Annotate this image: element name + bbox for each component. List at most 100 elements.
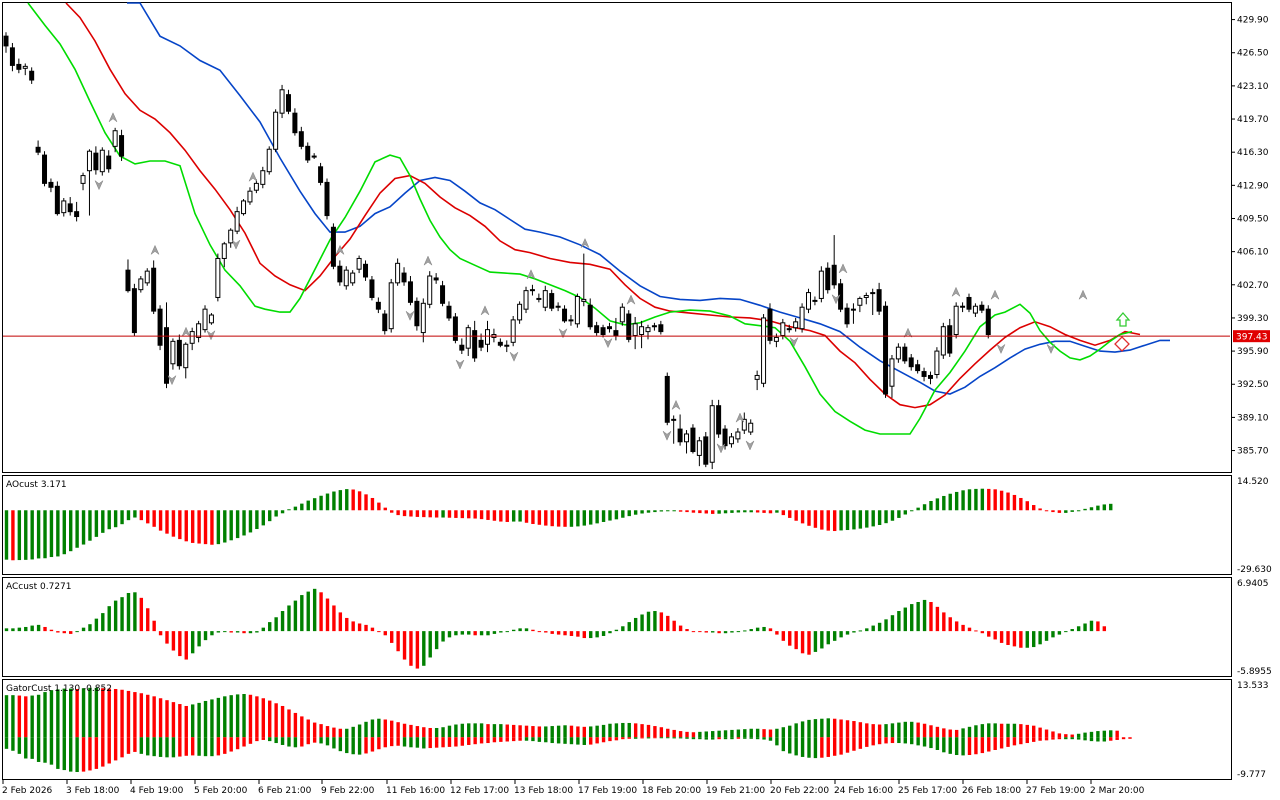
histogram-bar bbox=[820, 510, 824, 530]
gator-upper-bar bbox=[11, 695, 15, 738]
histogram-bar bbox=[678, 625, 683, 632]
candle-bear bbox=[131, 288, 137, 334]
gator-upper-bar bbox=[1025, 724, 1029, 738]
gator-upper-bar bbox=[935, 726, 940, 738]
histogram-bar bbox=[248, 510, 253, 533]
histogram-bar bbox=[467, 510, 471, 519]
candle-bull bbox=[761, 317, 767, 384]
histogram-bar bbox=[903, 607, 907, 632]
ac-tick-min: -5.8955 bbox=[1237, 667, 1272, 677]
histogram-bar bbox=[434, 631, 439, 650]
gator-lower-bar bbox=[755, 737, 760, 740]
gator-lower-bar bbox=[1057, 737, 1062, 740]
histogram-bar bbox=[274, 617, 278, 632]
histogram-bar bbox=[312, 498, 317, 511]
candle-bear bbox=[67, 203, 73, 213]
histogram-bar bbox=[319, 592, 323, 632]
histogram-bar bbox=[839, 510, 843, 531]
histogram-bar bbox=[229, 510, 233, 541]
candlestick-series[interactable] bbox=[3, 32, 991, 470]
histogram-bar bbox=[1096, 621, 1100, 632]
gator-upper-bar bbox=[280, 705, 285, 738]
histogram-bar bbox=[242, 631, 246, 634]
gator-upper-bar bbox=[36, 694, 41, 738]
gator-upper-bar bbox=[152, 696, 156, 738]
histogram-bar bbox=[987, 488, 991, 511]
histogram-bar bbox=[1038, 508, 1042, 511]
histogram-bar bbox=[813, 510, 818, 528]
gator-lower-bar bbox=[807, 737, 811, 758]
gator-lower-bar bbox=[659, 737, 664, 739]
histogram-bar bbox=[820, 631, 824, 649]
gator-lower-bar bbox=[402, 737, 407, 747]
histogram-bar bbox=[922, 504, 927, 511]
gator-upper-bar bbox=[980, 724, 985, 738]
histogram-bar bbox=[974, 488, 978, 511]
candle-bull bbox=[208, 314, 214, 324]
gator-lower-bar bbox=[306, 737, 310, 745]
histogram-bar bbox=[242, 510, 246, 536]
histogram-bar bbox=[505, 510, 509, 522]
gator-lower-bar bbox=[210, 737, 214, 757]
ac-histogram bbox=[4, 588, 1107, 669]
gator-upper-bar bbox=[717, 730, 721, 738]
candle-bull bbox=[427, 275, 433, 305]
gator-upper-bar bbox=[1038, 727, 1042, 738]
histogram-bar bbox=[633, 617, 638, 632]
gator-lower-bar bbox=[197, 737, 201, 756]
gator-upper-bar bbox=[107, 688, 111, 738]
candle-bull bbox=[112, 130, 118, 147]
gator-upper-bar bbox=[601, 724, 606, 738]
fractal-up-marker bbox=[150, 244, 160, 256]
gator-lower-bar bbox=[75, 737, 79, 772]
gator-lower-bar bbox=[582, 737, 586, 745]
candle-bear bbox=[985, 308, 991, 336]
candle-bear bbox=[363, 263, 369, 278]
candle-bull bbox=[671, 418, 677, 421]
candle-bull bbox=[953, 305, 959, 336]
gator-lower-bar bbox=[537, 737, 542, 742]
gator-lower-bar bbox=[396, 737, 400, 746]
gator-lower-bar bbox=[415, 737, 420, 748]
gator-upper-bar bbox=[794, 723, 798, 738]
gator-lower-bar bbox=[954, 737, 959, 756]
gator-upper-bar bbox=[743, 729, 747, 738]
histogram-bar bbox=[518, 628, 522, 632]
gator-lower-bar bbox=[678, 737, 683, 739]
gator-lower-bar bbox=[711, 737, 715, 740]
price-tick-label: 429.90 bbox=[1237, 16, 1269, 26]
histogram-bar bbox=[704, 631, 708, 633]
gator-lower-bar bbox=[922, 737, 927, 747]
gator-lower-bar bbox=[1025, 737, 1029, 744]
candle-bull bbox=[234, 211, 240, 232]
gator-lower-bar bbox=[993, 737, 997, 750]
histogram-bar bbox=[1006, 631, 1010, 645]
histogram-bar bbox=[865, 510, 869, 528]
histogram-bar bbox=[646, 611, 651, 632]
histogram-bar bbox=[268, 622, 272, 632]
gator-lower-bar bbox=[1012, 737, 1017, 746]
gator-upper-bar bbox=[1064, 734, 1068, 738]
gator-upper-bar bbox=[1115, 730, 1119, 738]
fractal-down-marker bbox=[206, 329, 216, 341]
gator-lower-bar bbox=[146, 737, 150, 756]
gator-lower-bar bbox=[338, 737, 343, 752]
candle-bear bbox=[472, 330, 478, 359]
histogram-bar bbox=[531, 510, 535, 524]
gator-upper-bar bbox=[820, 718, 824, 738]
gator-tick-max: 13.533 bbox=[1237, 681, 1269, 691]
histogram-bar bbox=[582, 510, 586, 526]
histogram-bar bbox=[897, 510, 901, 518]
gator-upper-bar bbox=[813, 719, 818, 738]
fractal-down-marker bbox=[405, 310, 415, 321]
gator-panel-title: GatorCust 1.130 -0.852 bbox=[6, 684, 112, 694]
histogram-bar bbox=[666, 510, 670, 512]
gator-lower-bar bbox=[1019, 737, 1023, 745]
gator-upper-bar bbox=[184, 705, 188, 738]
gator-upper-bar bbox=[235, 694, 240, 738]
gator-upper-bar bbox=[942, 728, 946, 738]
histogram-bar bbox=[832, 510, 837, 532]
candle-bull bbox=[735, 431, 741, 440]
gator-lower-bar bbox=[672, 737, 676, 739]
